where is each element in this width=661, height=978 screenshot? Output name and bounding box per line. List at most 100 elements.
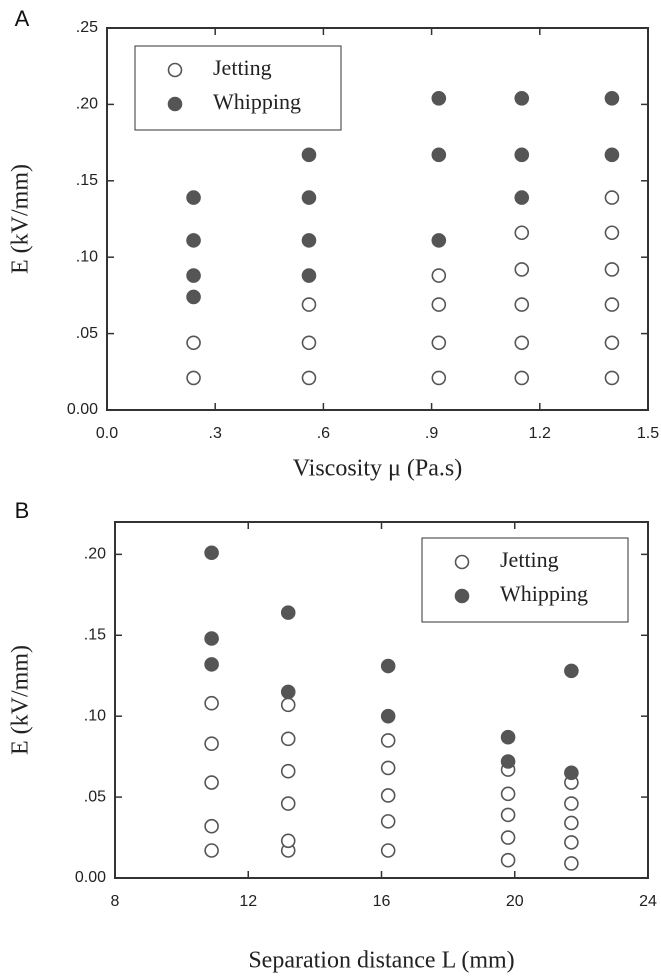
point (204, 843, 219, 858)
point (186, 190, 201, 205)
point (301, 370, 317, 386)
point (380, 733, 396, 748)
point (604, 190, 620, 205)
x-axis-label: Separation distance L (mm) (248, 948, 514, 974)
x-tick-label: 1.5 (637, 425, 659, 442)
x-tick-label: 20 (506, 893, 524, 910)
point (380, 843, 396, 858)
x-tick-label: 12 (239, 893, 257, 910)
point (500, 754, 516, 769)
y-tick-label: .20 (76, 96, 98, 113)
point (301, 233, 317, 248)
point (431, 268, 447, 283)
x-tick-label: .9 (425, 425, 438, 442)
point (564, 796, 579, 811)
point (604, 90, 620, 106)
point (204, 695, 219, 711)
point (280, 684, 296, 700)
point (514, 297, 530, 312)
point (500, 852, 516, 868)
legend-marker (454, 554, 470, 570)
legend-box (134, 45, 342, 131)
point (604, 262, 620, 277)
y-tick-label: .05 (84, 788, 106, 805)
point (380, 658, 396, 674)
point (431, 297, 447, 312)
legend-label: Jetting (500, 547, 559, 572)
point (514, 90, 530, 106)
point (280, 796, 296, 811)
point (431, 370, 447, 386)
point (204, 775, 219, 790)
x-tick-label: 16 (373, 893, 391, 910)
point (301, 335, 317, 351)
point (204, 631, 219, 646)
y-tick-label: 0.00 (67, 401, 98, 418)
point (604, 225, 620, 241)
y-tick-label: .25 (76, 19, 98, 36)
legend-marker (454, 588, 470, 604)
point (604, 370, 620, 386)
point (604, 297, 620, 312)
legend-marker (167, 96, 183, 112)
point (564, 835, 579, 850)
point (380, 760, 396, 776)
point (514, 225, 530, 241)
point (280, 697, 296, 713)
y-axis-label: E (kV/mm) (8, 164, 34, 274)
point (186, 335, 201, 351)
point (186, 370, 201, 386)
point (604, 335, 620, 351)
point (280, 731, 296, 747)
y-axis-label: E (kV/mm) (8, 645, 34, 755)
legend-label: Whipping (213, 89, 301, 114)
legend-marker (167, 62, 183, 78)
point (500, 729, 516, 745)
panel-label: B (15, 498, 30, 523)
y-tick-label: .05 (76, 325, 98, 342)
point (604, 147, 620, 163)
point (431, 233, 447, 248)
panel-label: A (15, 6, 30, 31)
point (186, 268, 201, 283)
plot-frame (106, 27, 649, 411)
point (514, 335, 530, 351)
point (564, 663, 579, 679)
x-tick-label: 1.2 (529, 425, 551, 442)
point (301, 190, 317, 205)
x-tick-label: .6 (317, 425, 330, 442)
x-axis-label: Viscosity μ (Pa.s) (293, 456, 462, 482)
point (186, 233, 201, 248)
point (204, 545, 219, 561)
x-tick-label: 24 (639, 893, 657, 910)
point (380, 708, 396, 724)
point (514, 147, 530, 163)
y-tick-label: 0.00 (75, 869, 106, 886)
y-tick-label: .15 (84, 626, 106, 643)
point (500, 786, 516, 802)
point (380, 788, 396, 803)
point (301, 297, 317, 312)
point (204, 657, 219, 672)
point (564, 765, 579, 781)
point (301, 147, 317, 163)
point (564, 856, 579, 871)
point (500, 830, 516, 845)
point (431, 90, 447, 106)
point (431, 147, 447, 163)
x-tick-label: 0.0 (96, 425, 118, 442)
legend-label: Jetting (213, 55, 272, 80)
x-tick-label: .3 (209, 425, 222, 442)
point (280, 763, 296, 779)
point (204, 818, 219, 834)
legend-label: Whipping (500, 581, 588, 606)
point (380, 814, 396, 829)
y-tick-label: .10 (76, 248, 98, 265)
point (431, 335, 447, 351)
point (514, 190, 530, 205)
point (186, 289, 201, 305)
y-tick-label: .15 (76, 172, 98, 189)
point (204, 736, 219, 751)
point (280, 605, 296, 620)
